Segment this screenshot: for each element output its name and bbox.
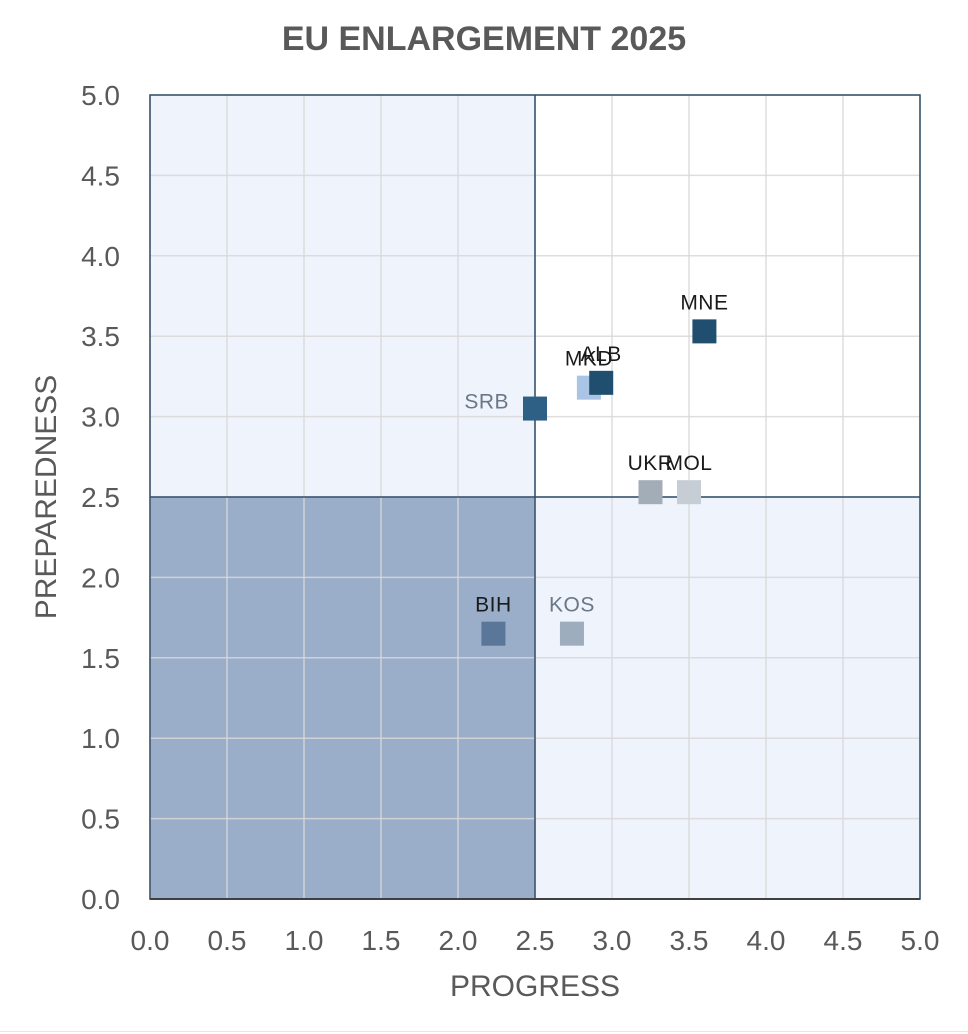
y-tick-label: 4.5 bbox=[81, 160, 120, 191]
data-point-mne bbox=[692, 319, 717, 344]
quadrant-backgrounds bbox=[150, 95, 920, 899]
y-tick-label: 1.5 bbox=[81, 643, 120, 674]
x-axis-ticks: 0.0 0.5 1.0 1.5 2.0 2.5 3.0 3.5 4.0 4.5 5.0 bbox=[131, 925, 940, 956]
quadrant-high-progress-low-preparedness bbox=[535, 497, 920, 899]
data-point-alb bbox=[589, 370, 614, 395]
x-tick-label: 1.0 bbox=[285, 925, 324, 956]
data-point-srb bbox=[523, 396, 547, 421]
data-label-ukr: UKR bbox=[628, 452, 674, 475]
chart-title: EU ENLARGEMENT 2025 bbox=[282, 20, 686, 58]
data-point-mol bbox=[677, 480, 701, 505]
data-label-alb: ALB bbox=[581, 343, 622, 366]
y-tick-label: 0.5 bbox=[81, 804, 120, 835]
x-tick-label: 4.0 bbox=[747, 925, 786, 956]
plot-frame bbox=[149, 94, 921, 900]
quadrant-low-progress-high-preparedness bbox=[150, 95, 535, 497]
x-tick-label: 5.0 bbox=[901, 925, 940, 956]
x-tick-label: 3.0 bbox=[593, 925, 632, 956]
y-axis-label: PREPAREDNESS bbox=[30, 375, 63, 620]
data-point-kos bbox=[559, 621, 584, 646]
y-tick-label: 0.0 bbox=[81, 884, 120, 915]
x-axis-label: PROGRESS bbox=[450, 970, 620, 1003]
y-tick-label: 5.0 bbox=[81, 80, 120, 111]
data-label-mkd: MKD bbox=[565, 348, 613, 371]
x-tick-label: 1.5 bbox=[362, 925, 401, 956]
x-tick-label: 0.0 bbox=[131, 925, 170, 956]
x-tick-label: 3.5 bbox=[670, 925, 709, 956]
x-tick-label: 0.5 bbox=[208, 925, 247, 956]
bottom-divider bbox=[0, 1031, 968, 1032]
data-point-ukr bbox=[638, 480, 663, 505]
data-point-bih bbox=[481, 621, 506, 646]
y-axis-ticks: 0.0 0.5 1.0 1.5 2.0 2.5 3.0 3.5 4.0 4.5 5.0 bbox=[81, 80, 120, 915]
y-tick-label: 3.5 bbox=[81, 321, 120, 352]
y-tick-label: 2.5 bbox=[81, 482, 120, 513]
y-tick-label: 3.0 bbox=[81, 402, 120, 433]
data-label-mol: MOL bbox=[665, 452, 712, 475]
data-label-bih: BIH bbox=[475, 594, 512, 617]
y-tick-label: 4.0 bbox=[81, 241, 120, 272]
data-label-kos: KOS bbox=[549, 594, 595, 617]
y-tick-label: 2.0 bbox=[81, 562, 120, 593]
x-tick-label: 4.5 bbox=[824, 925, 863, 956]
x-tick-label: 2.0 bbox=[439, 925, 478, 956]
y-tick-label: 1.0 bbox=[81, 723, 120, 754]
x-tick-label: 2.5 bbox=[516, 925, 555, 956]
quadrant-high-progress-high-preparedness bbox=[535, 95, 920, 497]
data-label-mne: MNE bbox=[680, 291, 728, 314]
data-label-srb: SRB bbox=[464, 391, 509, 414]
quadrant-low-progress-low-preparedness bbox=[150, 497, 535, 899]
